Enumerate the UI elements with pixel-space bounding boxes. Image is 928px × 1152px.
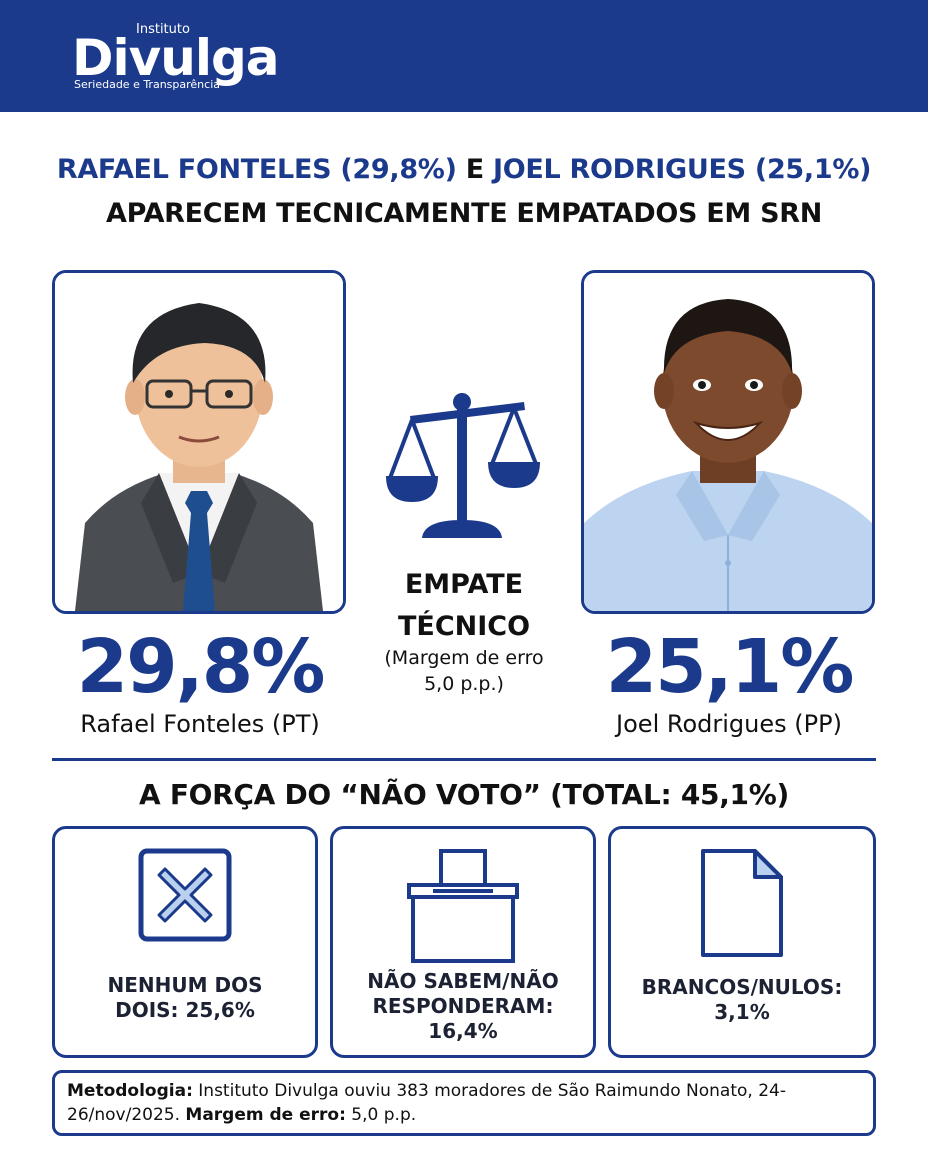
ballot-box-icon — [333, 847, 593, 967]
logo-instituto-text: Instituto — [136, 22, 190, 37]
candidate-name-joel: Joel Rodrigues (PP) — [616, 710, 842, 738]
card-brancos-text: BRANCOS/NULOS: 3,1% — [621, 975, 863, 1025]
methodology-margin-value: 5,0 p.p. — [345, 1105, 417, 1125]
card-brancos-nulos: BRANCOS/NULOS: 3,1% — [608, 826, 876, 1058]
candidate-name-rafael: Rafael Fonteles (PT) — [80, 710, 320, 738]
tie-margin: (Margem de erro 5,0 p.p.) — [354, 645, 574, 697]
candidate-percent-rafael: 29,8% — [76, 624, 326, 710]
methodology-text: Instituto Divulga ouviu 383 moradores de… — [67, 1081, 786, 1125]
card-nao-sabem-line-3: 16,4% — [428, 1019, 498, 1043]
non-vote-title: A FORÇA DO “NÃO VOTO” (TOTAL: 45,1%) — [139, 778, 789, 811]
headline-candidate-2: JOEL RODRIGUES (25,1%) — [492, 154, 872, 185]
card-nao-sabem-line-2: RESPONDERAM: — [372, 994, 554, 1018]
portrait-illustration-joel — [584, 273, 872, 611]
section-divider — [52, 758, 876, 761]
tie-label-line-2: TÉCNICO — [397, 611, 531, 642]
x-box-icon — [55, 847, 315, 943]
candidate-photo-joel — [581, 270, 875, 614]
header-banner: Instituto Divulga Seriedade e Transparên… — [0, 0, 928, 112]
headline-candidate-1: RAFAEL FONTELES (29,8%) — [56, 154, 457, 185]
card-nenhum-line-2: DOIS: 25,6% — [115, 998, 255, 1022]
logo-divulga-text: Divulga — [72, 29, 280, 87]
card-nenhum-line-1: NENHUM DOS — [107, 973, 263, 997]
methodology-box: Metodologia: Instituto Divulga ouviu 383… — [52, 1070, 876, 1136]
card-nao-sabem: NÃO SABEM/NÃO RESPONDERAM: 16,4% — [330, 826, 596, 1058]
card-brancos-line-2: 3,1% — [714, 1000, 770, 1024]
tie-label: EMPATE TÉCNICO — [354, 564, 574, 648]
headline-line-2: APARECEM TECNICAMENTE EMPATADOS EM SRN — [105, 198, 823, 229]
card-nao-sabem-text: NÃO SABEM/NÃO RESPONDERAM: 16,4% — [343, 969, 583, 1044]
headline-connector: E — [465, 154, 484, 185]
candidate-percent-joel: 25,1% — [605, 624, 855, 710]
blank-paper-icon — [611, 847, 873, 959]
logo-tagline: Seriedade e Transparência — [74, 78, 220, 91]
card-nao-sabem-line-1: NÃO SABEM/NÃO — [367, 969, 559, 993]
candidate-photo-rafael — [52, 270, 346, 614]
tie-margin-line-1: (Margem de erro — [384, 647, 544, 669]
card-nenhum-text: NENHUM DOS DOIS: 25,6% — [65, 973, 305, 1023]
headline-line-1: RAFAEL FONTELES (29,8%) E JOEL RODRIGUES… — [0, 154, 928, 185]
balance-scale-icon — [384, 388, 544, 542]
tie-label-line-1: EMPATE — [404, 569, 524, 600]
card-nenhum-dos-dois: NENHUM DOS DOIS: 25,6% — [52, 826, 318, 1058]
portrait-illustration-rafael — [55, 273, 343, 611]
methodology-margin-label: Margem de erro: — [185, 1105, 346, 1125]
card-brancos-line-1: BRANCOS/NULOS: — [641, 975, 843, 999]
tie-margin-line-2: 5,0 p.p.) — [424, 673, 504, 695]
methodology-label: Metodologia: — [67, 1081, 193, 1101]
